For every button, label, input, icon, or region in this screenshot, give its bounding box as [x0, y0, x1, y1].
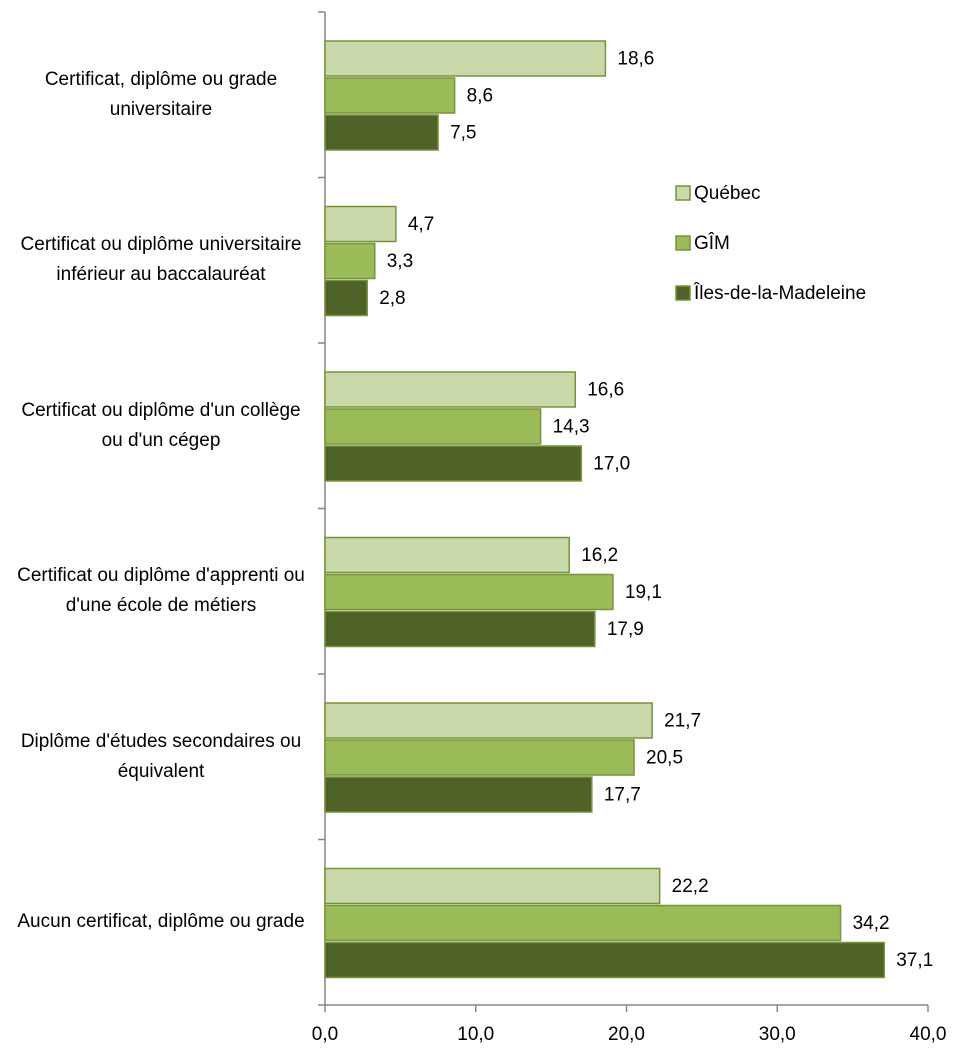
- value-label: 34,2: [853, 913, 890, 934]
- x-tick-label: 40,0: [910, 1024, 947, 1045]
- value-label: 4,7: [408, 214, 434, 235]
- bar: [324, 867, 661, 905]
- bar: [324, 242, 376, 280]
- legend-label: Îles-de-la-Madeleine: [693, 282, 866, 304]
- value-label: 17,7: [604, 785, 641, 806]
- value-label: 2,8: [379, 288, 405, 309]
- value-label: 14,3: [553, 417, 590, 438]
- category-label: Certificat ou diplôme d'apprenti ou d'un…: [17, 565, 305, 617]
- bar: [324, 408, 542, 445]
- category-label: Certificat ou diplôme d'un collège ou d'…: [21, 399, 301, 451]
- bar: [324, 739, 635, 776]
- bar: [324, 776, 593, 813]
- value-label: 7,5: [450, 123, 476, 144]
- bar: [324, 610, 596, 648]
- bar: [324, 904, 842, 942]
- bar: [324, 371, 576, 408]
- x-tick-label: 0,0: [312, 1024, 338, 1045]
- bar: [324, 941, 886, 979]
- bar: [324, 205, 397, 243]
- legend-label: GÎM: [694, 232, 730, 254]
- legend-swatch: [675, 185, 691, 201]
- category-label: Diplôme d'études secondaires ou équivale…: [20, 730, 302, 782]
- value-label: 17,9: [607, 619, 644, 640]
- value-label: 21,7: [664, 711, 701, 732]
- value-label: 37,1: [896, 950, 933, 971]
- bar: [324, 40, 607, 77]
- legend-swatch: [675, 235, 691, 251]
- bar: [324, 114, 439, 151]
- category-label: Certificat, diplôme ou grade universitai…: [44, 68, 278, 120]
- x-tick-label: 10,0: [457, 1024, 494, 1045]
- value-label: 8,6: [467, 86, 493, 107]
- value-label: 3,3: [387, 251, 413, 272]
- x-tick-label: 20,0: [608, 1024, 645, 1045]
- bar: [324, 445, 583, 482]
- category-label: Aucun certificat, diplôme ou grade: [17, 911, 305, 933]
- value-label: 17,0: [593, 454, 630, 475]
- legend-label: Québec: [694, 183, 761, 204]
- legend-swatch: [675, 285, 691, 301]
- value-label: 16,2: [581, 545, 618, 566]
- bar: [324, 536, 570, 574]
- bar: [324, 573, 614, 611]
- value-label: 16,6: [587, 380, 624, 401]
- value-label: 19,1: [625, 582, 662, 603]
- bar: [324, 279, 368, 317]
- value-label: 18,6: [617, 49, 654, 70]
- value-label: 20,5: [646, 748, 683, 769]
- value-label: 22,2: [672, 876, 709, 897]
- bar: [324, 77, 456, 114]
- x-tick-label: 30,0: [759, 1024, 796, 1045]
- bar: [324, 702, 653, 739]
- category-label: Certificat ou diplôme universitaire infé…: [20, 234, 302, 286]
